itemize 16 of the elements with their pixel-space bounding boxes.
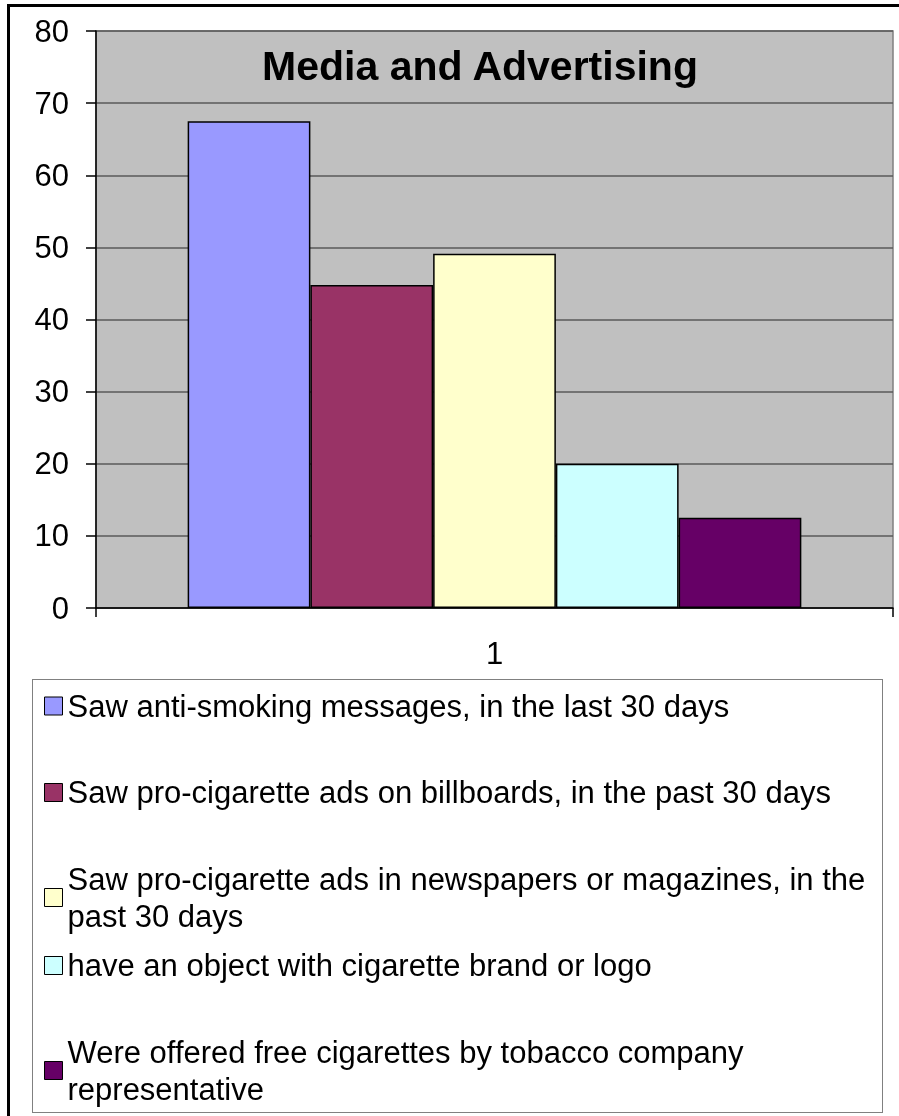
legend-label: Were offered free cigarettes by tobacco company representative <box>67 1034 753 1107</box>
legend-label: have an object with cigarette brand or logo <box>67 948 652 983</box>
x-tick-label: 1 <box>485 636 504 671</box>
legend-label: Saw anti-smoking messages, in the last 30 days <box>67 688 730 724</box>
y-tick-label: 50 <box>34 229 69 265</box>
chart-title: Media and Advertising <box>262 42 698 89</box>
y-tick-label: 60 <box>34 157 69 193</box>
legend-label: Saw pro-cigarette ads on billboards, in the past 30 days <box>67 775 831 810</box>
y-tick-label: 20 <box>34 446 69 482</box>
y-tick-label: 0 <box>51 590 69 626</box>
legend-label: Saw pro-cigarette ads in newspapers or magazines, in the past 30 days <box>67 861 874 934</box>
y-tick-label: 10 <box>34 518 69 554</box>
y-tick-label: 30 <box>34 374 69 410</box>
y-tick-label: 40 <box>34 302 69 337</box>
y-tick-label: 80 <box>34 13 69 49</box>
y-tick-label: 70 <box>34 85 69 121</box>
